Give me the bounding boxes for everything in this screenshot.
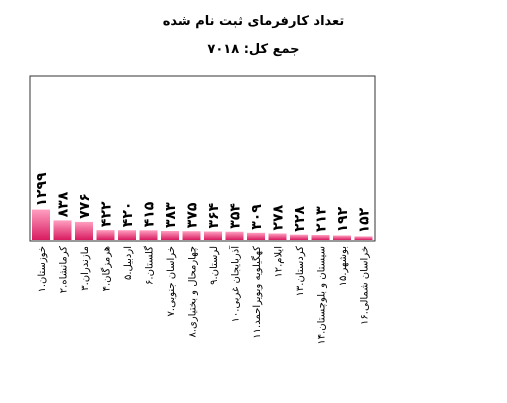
bar-3 [75, 221, 93, 240]
value-label-1: ۱۲۹۹ [34, 172, 50, 207]
category-label-10: ۱۰.آذربایجان غربی [229, 245, 242, 323]
bar-8 [182, 231, 201, 240]
plot-frame [29, 75, 376, 242]
bar-10 [225, 231, 244, 240]
category-labels-group: ۱.خوزستان ۲.کرمانشاه ۳.مازندران ۴.هرمزگان ۵.… [37, 245, 371, 345]
bar-9 [204, 231, 222, 240]
category-label-9: ۹.لرستان [209, 246, 220, 285]
value-label-8: ۳۷۵ [185, 202, 201, 228]
category-label-14: ۱۴.سیستان و بلوچستان [317, 246, 328, 345]
bar-16 [354, 236, 373, 240]
category-label-8: ۸.چهارمحال و بختیاری [188, 246, 199, 338]
bars-group [32, 209, 373, 240]
value-label-12: ۲۷۸ [271, 204, 287, 230]
value-label-14: ۲۱۳ [314, 206, 330, 232]
bar-2 [53, 220, 72, 240]
bar-11 [247, 232, 265, 240]
category-label-16: ۱۶.خراسان شمالی [360, 246, 371, 325]
value-label-16: ۱۵۲ [357, 207, 373, 233]
category-label-15: ۱۵.بوشهر [338, 246, 349, 286]
value-label-11: ۳۰۹ [249, 204, 265, 230]
value-label-6: ۴۱۵ [142, 201, 158, 227]
chart-subtitle: جمع کل: ۷۰۱۸ [207, 42, 300, 57]
value-label-2: ۸۳۸ [56, 191, 72, 217]
value-label-15: ۱۹۲ [335, 206, 351, 232]
value-label-4: ۴۲۲ [99, 201, 115, 227]
category-label-13: ۱۳.کردستان [295, 246, 306, 297]
category-label-12: ۱۲.ایلام [274, 246, 285, 278]
value-label-3: ۷۷۶ [77, 193, 93, 219]
category-label-6: ۶.گلستان [144, 246, 156, 285]
bar-7 [161, 231, 179, 240]
bar-12 [268, 233, 287, 240]
category-label-7: ۷.خراسان جنوبی [166, 246, 177, 316]
bar-5 [118, 230, 136, 240]
category-label-3: ۳.مازندران [80, 246, 91, 291]
bar-6 [139, 230, 158, 240]
value-label-10: ۳۵۴ [228, 203, 244, 229]
category-label-1: ۱.خوزستان [37, 246, 48, 293]
category-label-4: ۴.هرمزگان [101, 246, 113, 291]
category-label-11: ۱۱.کهگیلویه وبویراحمد [251, 246, 263, 339]
value-label-5: ۴۲۰ [120, 202, 136, 228]
bar-13 [290, 234, 308, 240]
bar-14 [311, 235, 330, 240]
category-label-5: ۵.اردبیل [123, 246, 134, 280]
value-labels-group: ۱۲۹۹ ۸۳۸ ۷۷۶ ۴۲۲ ۴۲۰ ۴۱۵ ۳۸۳ ۳۷۵ ۳۶۴ ۳۵۴ ۳۰۹ ۲۷۸ ۲۲۸… [34, 172, 373, 233]
bar-4 [96, 230, 115, 240]
bar-1 [32, 209, 50, 240]
value-label-13: ۲۲۸ [292, 206, 308, 232]
value-label-7: ۳۸۳ [163, 202, 179, 228]
value-label-9: ۳۶۴ [206, 202, 222, 228]
bar-15 [333, 235, 351, 240]
category-label-2: ۲.کرمانشاه [59, 246, 70, 293]
chart-title: تعداد کارفرمای ثبت نام شده [162, 14, 345, 29]
